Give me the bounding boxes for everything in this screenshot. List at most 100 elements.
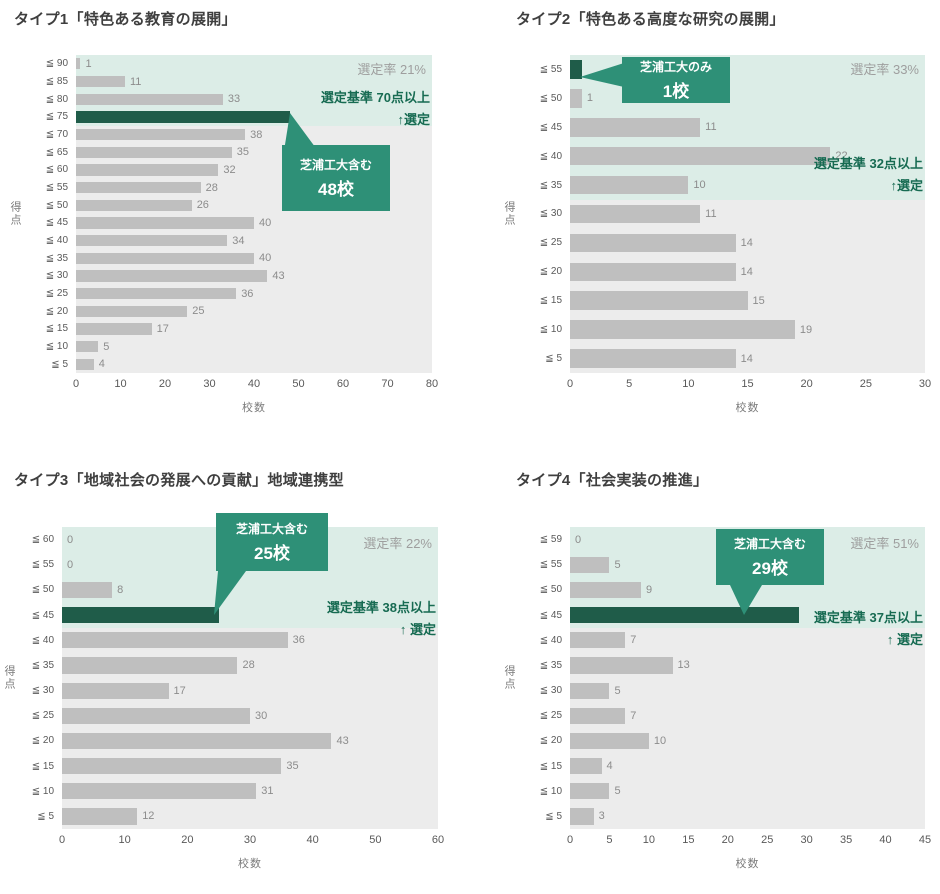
x-axis-title: 校数 [242,402,266,414]
value-label: 5 [614,558,621,571]
bar [76,181,201,194]
category-label: ≦ 55 [31,559,54,571]
bar [570,204,701,224]
value-label: 10 [693,179,706,192]
selection-criteria-label: 選定基準 70点以上 ↑選定 [321,87,430,131]
category-label: ≦ 40 [45,235,68,247]
bar [76,287,237,300]
x-tick-label: 5 [626,378,633,390]
category-label: ≦ 55 [539,559,562,571]
chart-title: タイプ1「特色ある教育の展開」 [14,11,237,28]
bar-row: ≦ 10 19 [540,315,925,344]
category-label: ≦ 30 [45,270,68,282]
bar-row: ≦ 55 28 [46,179,432,197]
bar-row: ≦ 10 5 [46,338,432,356]
bar [76,75,125,88]
highlighted-bar [62,607,219,624]
value-label: 19 [799,323,813,336]
plot-area: ≦ 59 0 ≦ 55 5 ≦ 50 9 ≦ 45 ≦ 40 7 ≦ 35 13 ≦ 30 5 ≦ 25 7… [540,527,925,829]
x-tick-label: 60 [336,378,350,390]
x-tick-label: 20 [800,378,813,390]
x-tick-label: 40 [306,834,319,846]
category-label: ≦ 35 [31,659,54,671]
callout-pointer-icon [284,113,318,151]
bar [570,632,626,649]
bar-row: ≦ 50 26 [46,196,432,214]
bar-row: ≦ 40 7 [540,628,925,653]
bar-row: ≦ 20 14 [540,257,925,286]
callout-pointer-icon [580,63,624,87]
category-label: ≦ 40 [539,634,562,646]
bar [62,707,250,724]
bar [570,118,701,137]
bar-row: ≦ 55 0 [32,552,438,577]
bar-row: ≦ 35 40 [46,249,432,267]
bar [570,233,736,253]
x-tick-label: 45 [918,834,932,846]
category-label: ≦ 45 [45,217,68,229]
bar-row: ≦ 5 12 [37,804,438,829]
category-label: ≦ 60 [31,534,54,546]
x-tick-label: 35 [839,834,853,846]
x-tick-label: 10 [642,834,655,846]
bar-row: ≦ 40 22 [540,142,925,171]
x-tick-label: 20 [721,834,734,846]
value-label: 4 [98,358,105,371]
bar-row: ≦ 15 15 [540,286,925,315]
highlighted-bar [570,60,582,79]
value-label: 32 [223,163,236,176]
x-tick-label: 30 [800,834,813,846]
category-label: ≦ 15 [45,323,68,335]
value-label: 43 [336,734,349,747]
x-tick-label: 25 [859,378,872,390]
bar [62,682,169,699]
bar-row: ≦ 5 3 [545,804,925,829]
category-label: ≦ 5 [37,810,54,822]
x-tick-label: 0 [566,834,574,846]
selection-criteria-label: 選定基準 38点以上 ↑ 選定 [327,597,436,641]
value-label: 5 [103,340,110,353]
category-label: ≦ 50 [31,584,54,596]
bar-row: ≦ 30 17 [32,678,438,703]
category-label: ≦ 20 [45,305,68,317]
category-label: ≦ 20 [539,266,562,278]
x-axis-title: 校数 [735,402,760,414]
category-label: ≦ 50 [539,92,562,104]
value-label: 14 [740,236,753,249]
bar [570,783,610,800]
value-label: 38 [250,128,263,141]
callout: 芝浦工大含む 48校 [282,145,390,211]
callout-line2: 48校 [318,180,354,199]
plot-background [570,199,925,373]
value-label: 28 [242,659,255,672]
callout: 芝浦工大含む 29校 [716,529,824,585]
category-label: ≦ 55 [539,63,562,75]
category-label: ≦ 15 [539,760,562,772]
value-label: 7 [630,634,637,647]
plot-area: ≦ 55 ≦ 50 1 ≦ 45 11 ≦ 40 22 ≦ 35 10 ≦ 30 11 ≦ 25 14 ≦… [540,55,925,373]
bar [62,632,288,649]
bar [76,217,254,229]
value-label: 34 [232,234,245,247]
selected-arrow-label: ↑選定 [397,112,430,127]
category-label: ≦ 10 [31,785,54,797]
bar [76,164,219,176]
bar-row: ≦ 80 33 [46,90,432,108]
bar-row: ≦ 35 28 [32,653,438,678]
bar [570,349,736,368]
bar [570,657,673,674]
x-tick-label: 0 [566,378,574,390]
bar-row: ≦ 25 7 [540,703,925,728]
bar-rows: ≦ 59 0 ≦ 55 5 ≦ 50 9 ≦ 45 ≦ 40 7 ≦ 35 13 ≦ 30 5 ≦ 25 7… [540,527,925,829]
category-label: ≦ 45 [31,609,54,621]
category-label: ≦ 10 [45,341,68,353]
value-label: 11 [705,207,717,220]
value-label: 13 [677,659,690,672]
callout-line1: 芝浦工大含む [733,537,806,551]
category-label: ≦ 50 [539,584,562,596]
value-label: 35 [286,760,299,773]
callout-line1: 芝浦工大含む [235,522,308,536]
value-label: 17 [173,684,186,697]
category-label: ≦ 25 [45,288,68,300]
